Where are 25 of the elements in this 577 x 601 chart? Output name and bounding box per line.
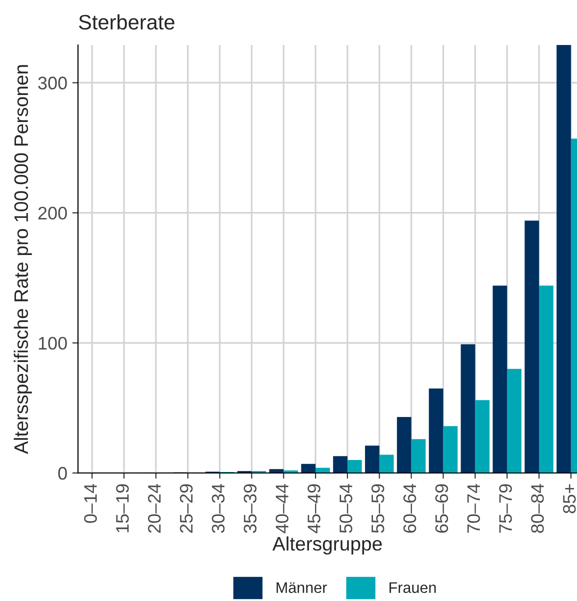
legend-label: Frauen bbox=[390, 582, 436, 593]
x-tick-label: 20–24 bbox=[148, 484, 161, 533]
x-tick-label: 75–79 bbox=[499, 484, 512, 533]
y-tick-label: 300 bbox=[38, 76, 67, 90]
x-tick-label: 40–44 bbox=[276, 484, 288, 534]
x-tick-label: 65–69 bbox=[435, 484, 448, 533]
x-tick-label: 15–19 bbox=[116, 484, 129, 532]
y-tick-label: 200 bbox=[38, 206, 67, 220]
x-tick-label: 25–29 bbox=[180, 484, 193, 533]
x-tick-label: 35–39 bbox=[244, 484, 257, 533]
chart-title: Sterberate bbox=[78, 14, 174, 30]
x-tick-label: 80–84 bbox=[531, 484, 544, 533]
y-tick-label: 0 bbox=[58, 466, 67, 480]
legend-label: Männer bbox=[276, 582, 327, 593]
x-axis-title: Altersgruppe bbox=[272, 536, 382, 555]
x-tick-label: 0–14 bbox=[84, 484, 97, 523]
x-tick-label: 85+ bbox=[562, 484, 576, 514]
x-tick-label: 60–64 bbox=[403, 484, 416, 533]
y-tick-label: 100 bbox=[38, 336, 67, 350]
x-tick-label: 30–34 bbox=[212, 484, 225, 533]
x-tick-label: 45–49 bbox=[308, 484, 320, 534]
y-axis-title: Altersspezifische Rate pro 100.000 Personen bbox=[14, 65, 32, 454]
x-tick-label: 50–54 bbox=[340, 484, 352, 533]
x-tick-label: 55–59 bbox=[371, 484, 384, 533]
x-tick-label: 70–74 bbox=[467, 484, 480, 533]
